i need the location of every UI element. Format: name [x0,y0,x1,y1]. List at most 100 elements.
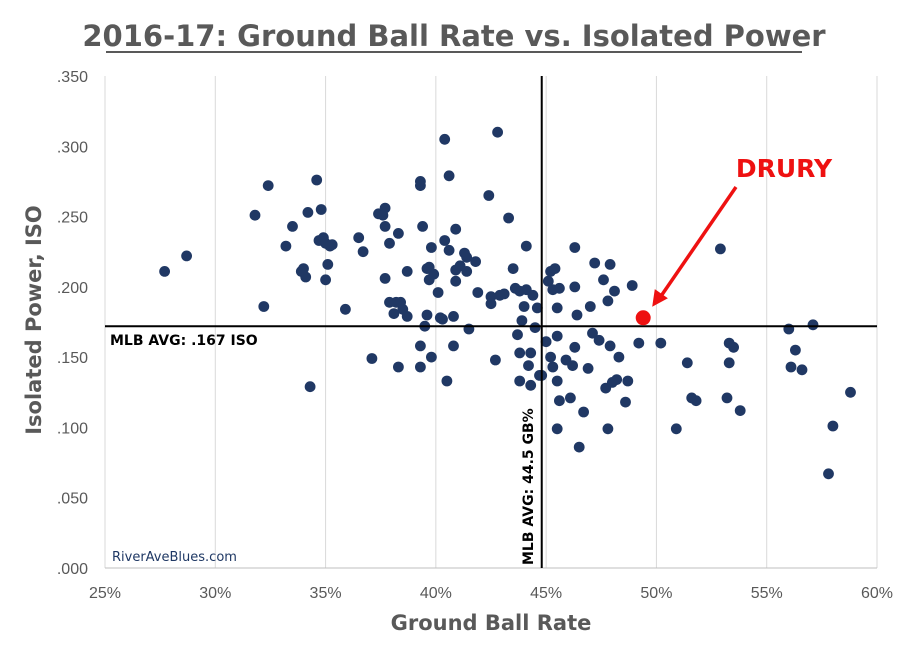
x-tick-label: 25% [89,585,121,602]
data-point [461,266,473,277]
data-point [622,375,634,387]
y-tick-label: .200 [57,280,88,297]
data-point [525,347,537,359]
data-point [571,309,583,321]
data-point [540,336,552,348]
data-point [734,405,746,416]
data-point [512,329,523,341]
data-point [514,347,526,359]
data-point [516,315,528,326]
data-point [287,221,298,232]
data-point [401,266,413,277]
data-point [554,282,565,294]
data-point [415,180,426,192]
data-point [302,207,314,218]
data-point [428,268,440,280]
data-point [715,243,726,255]
data-point [262,180,274,192]
data-point [315,204,327,215]
reference-line-label-gb: MLB AVG: 44.5 GB% [521,408,537,565]
data-point [432,287,444,298]
y-tick-label: .000 [57,561,88,578]
data-point [723,357,735,369]
data-point [366,353,378,364]
data-point [159,266,171,277]
data-point [551,423,563,435]
data-point [573,441,585,453]
data-point [554,395,565,407]
data-point [384,237,395,249]
highlight-group [635,186,738,326]
x-tick-label: 60% [861,585,893,602]
data-point [569,242,581,253]
data-point [379,221,391,232]
data-point [604,259,616,270]
highlight-point [635,310,651,326]
data-point [823,468,834,480]
data-points [159,126,856,480]
data-point [549,263,561,274]
data-point [565,392,576,404]
data-point [401,311,413,322]
data-point [514,375,526,387]
data-point [551,330,563,342]
data-point [393,361,404,373]
data-point [529,322,541,333]
data-point [311,174,323,186]
x-tick-label: 55% [751,585,783,602]
data-point [785,361,797,373]
data-point [448,340,459,352]
data-point [602,423,614,435]
data-point [439,133,451,145]
x-tick-label: 50% [640,585,672,602]
data-point [518,301,530,312]
x-tick-label: 40% [420,585,452,602]
data-point [439,235,451,246]
data-point [322,259,334,270]
y-tick-label: .250 [57,210,88,227]
data-point [421,309,433,321]
credit-text: RiverAveBlues.com [112,550,237,565]
data-point [470,256,481,267]
reference-lines [105,76,877,568]
data-point [609,285,620,297]
data-point [520,240,532,252]
data-point [298,263,309,274]
data-point [790,344,801,356]
data-point [304,381,316,393]
data-point [450,275,462,287]
highlight-arrow-line [657,186,738,300]
y-tick-label: .350 [57,69,88,86]
data-point [340,303,351,315]
data-point [602,295,614,307]
data-point [426,242,437,253]
data-point [604,340,616,352]
data-point [472,287,484,298]
data-point [417,221,428,232]
data-point [448,311,459,322]
data-point [598,274,609,286]
y-tick-label: .150 [57,350,88,367]
highlight-arrow-head [652,289,668,307]
data-point [393,228,404,239]
data-point [443,170,455,182]
data-point [527,289,539,301]
x-axis-title: Ground Ball Rate [391,611,592,635]
data-point [388,308,400,319]
y-tick-label: .100 [57,420,88,437]
data-point [525,379,537,391]
data-point [531,302,543,314]
data-point [492,126,503,138]
data-point [620,396,631,408]
data-point [320,274,331,286]
data-point [415,361,426,373]
data-point [681,357,693,369]
data-point [450,223,462,235]
data-point [523,360,534,371]
data-point [547,361,559,373]
data-point [461,251,473,263]
data-point [807,319,819,331]
data-point [507,263,519,274]
data-point [379,273,391,284]
